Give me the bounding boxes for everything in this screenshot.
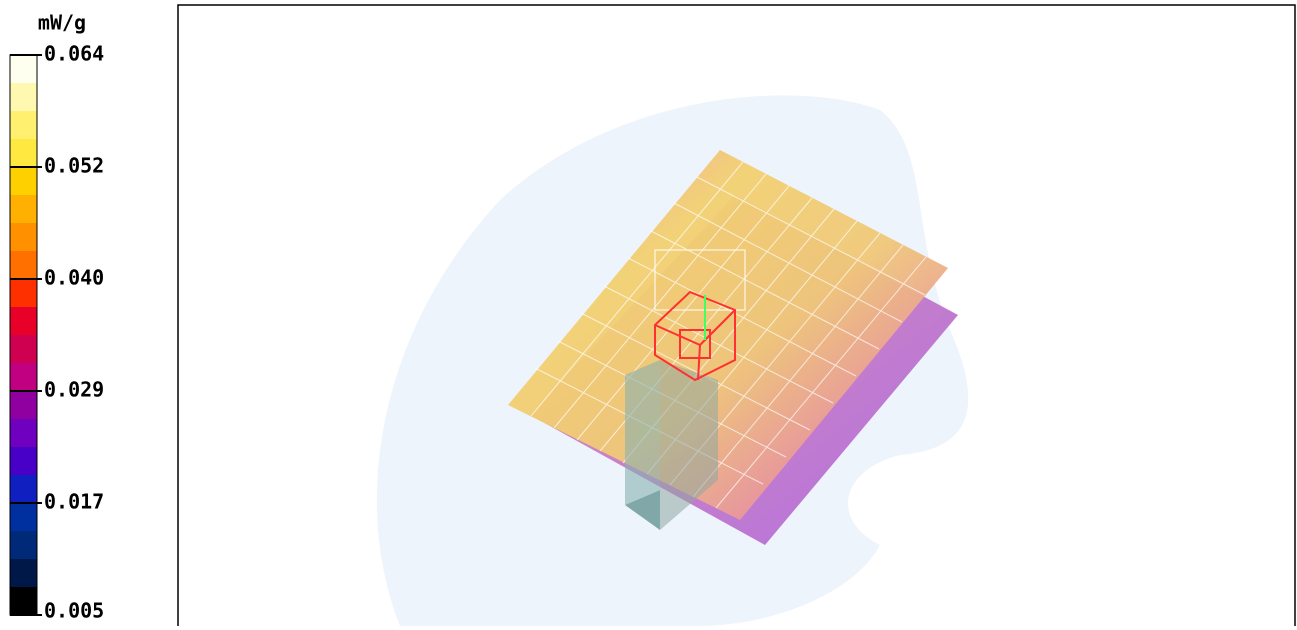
colorbar-band xyxy=(10,167,37,196)
colorbar-band xyxy=(10,475,37,504)
device-column xyxy=(625,360,660,505)
device-column-base xyxy=(625,490,660,530)
colorbar-band xyxy=(10,307,37,336)
colorbar-band xyxy=(10,111,37,140)
probe-box xyxy=(654,249,746,311)
scan-plane xyxy=(508,150,948,520)
colorbar-tick-label: 0.052 xyxy=(44,154,104,178)
device-column-side xyxy=(660,360,718,530)
colorbar-band xyxy=(10,391,37,420)
colorbar-band xyxy=(10,139,37,168)
colorbar-band xyxy=(10,55,37,84)
colorbar-band xyxy=(10,83,37,112)
colorbar-band xyxy=(10,531,37,560)
colorbar-band xyxy=(10,419,37,448)
colorbar-tick-label: 0.005 xyxy=(44,599,104,623)
colorbar-tick-label: 0.017 xyxy=(44,490,104,514)
colorbar-band xyxy=(10,503,37,532)
colorbar-band xyxy=(10,587,37,616)
colorbar-ticks: 0.064 0.052 0.040 0.029 0.017 0.005 xyxy=(10,42,104,623)
probe-cube xyxy=(654,290,736,382)
colorbar-band xyxy=(10,559,37,588)
colorbar-tick-label: 0.029 xyxy=(44,378,104,402)
colorbar-band xyxy=(10,335,37,364)
colorbar xyxy=(9,54,38,616)
colorbar-band xyxy=(10,195,37,224)
colorbar-band xyxy=(10,447,37,476)
colorbar-band xyxy=(10,279,37,308)
colorbar-band xyxy=(10,363,37,392)
colorbar-tick-label: 0.040 xyxy=(44,266,104,290)
viewport-frame xyxy=(177,4,1296,626)
colorbar-band xyxy=(10,223,37,252)
colorbar-band xyxy=(10,251,37,280)
colorbar-tick-label: 0.064 xyxy=(44,42,104,66)
colorbar-unit: mW/g xyxy=(38,11,86,35)
